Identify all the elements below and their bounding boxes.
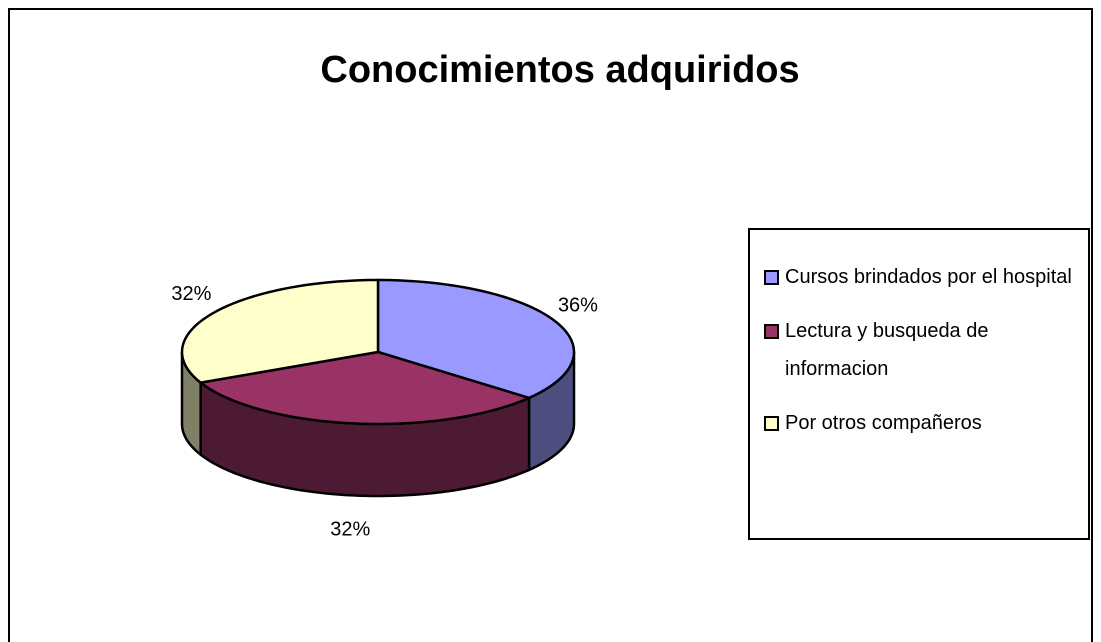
slice	[376, 278, 576, 400]
data-label: 32%	[171, 283, 211, 305]
legend-label: Cursos brindados por el hospital	[785, 266, 1072, 288]
legend-swatch	[764, 416, 779, 431]
legend-swatch	[764, 270, 779, 285]
legend: Cursos brindados por el hospital Lectura …	[748, 228, 1090, 540]
legend-label: Lectura y busqueda de informacion	[785, 320, 989, 380]
legend-entry: Por otros compañeros	[764, 404, 1078, 442]
data-label: 32%	[330, 518, 370, 540]
slice	[180, 278, 380, 384]
legend-label: Por otros compañeros	[785, 412, 982, 434]
data-label: 36%	[558, 295, 598, 317]
legend-entry: Lectura y busqueda de informacion	[764, 312, 1078, 388]
chart-title: Conocimientos adquiridos	[320, 49, 799, 91]
legend-entry: Cursos brindados por el hospital	[764, 258, 1078, 296]
legend-swatch	[764, 324, 779, 339]
slice	[197, 350, 533, 426]
